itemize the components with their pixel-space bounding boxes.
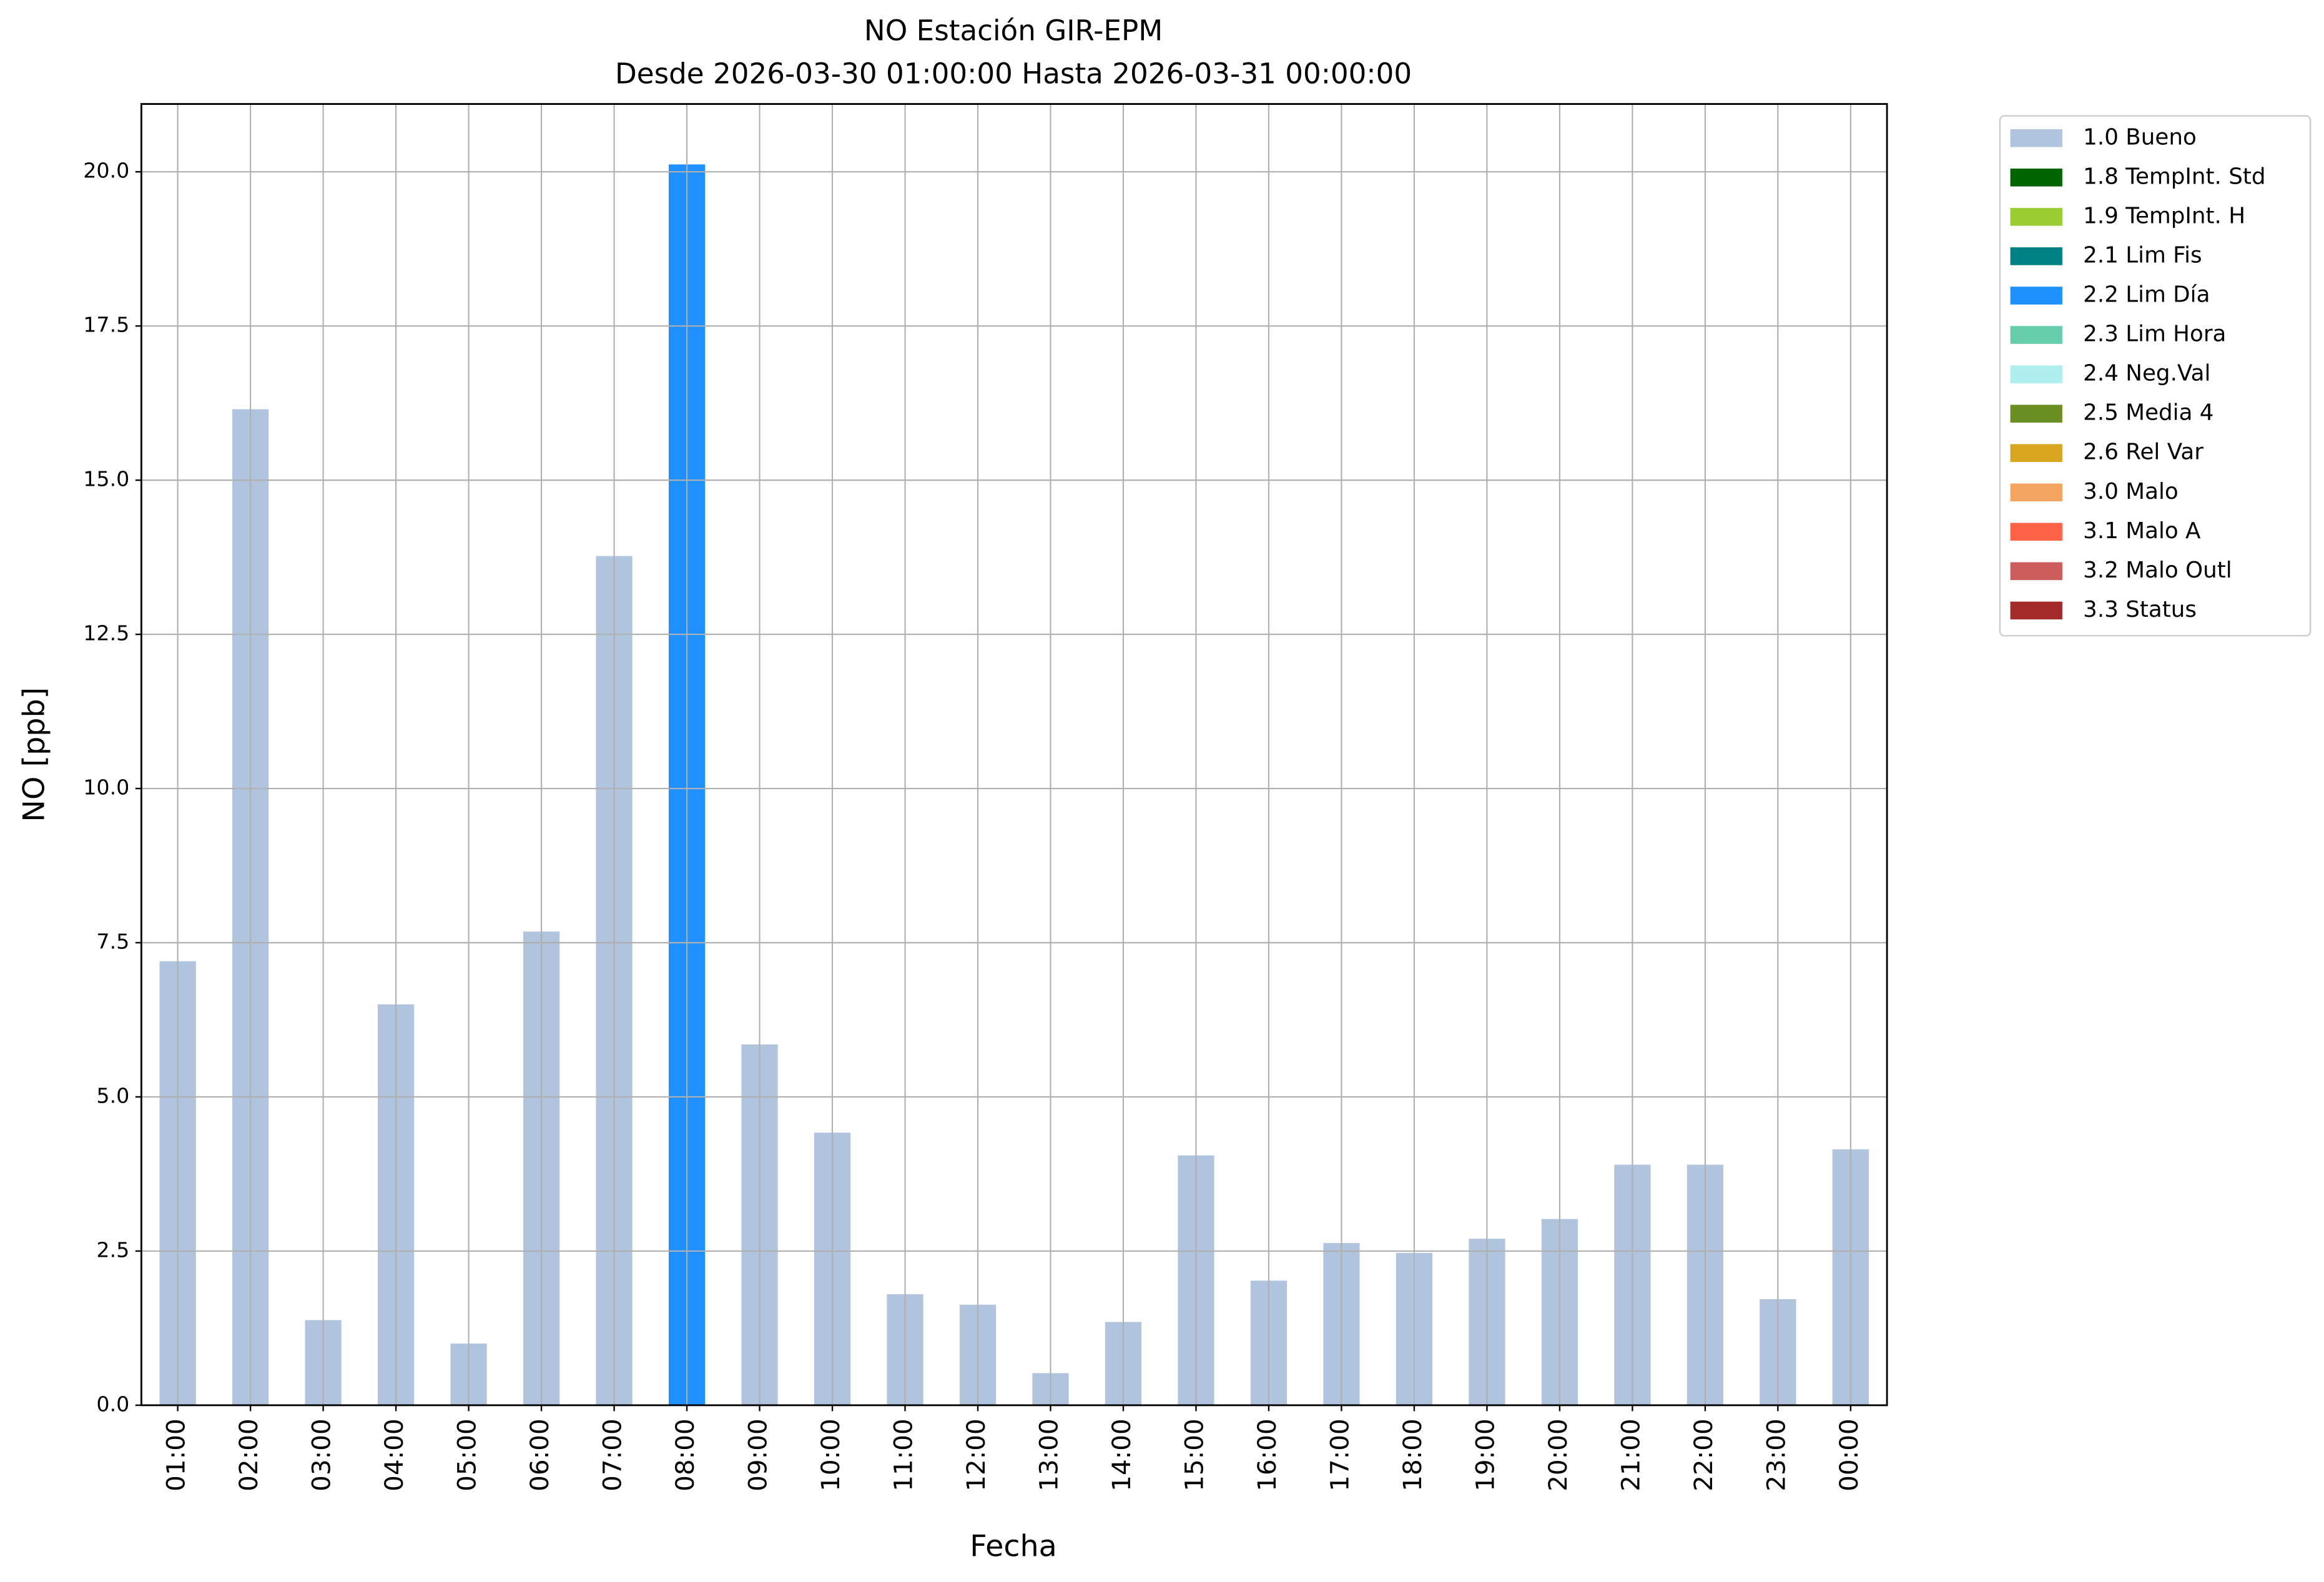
x-tick-label: 21:00 <box>1615 1418 1645 1491</box>
chart-subtitle: Desde 2026-03-30 01:00:00 Hasta 2026-03-… <box>615 57 1412 90</box>
x-tick-label: 06:00 <box>524 1418 554 1491</box>
x-tick-label: 03:00 <box>307 1418 337 1491</box>
legend-label: 2.3 Lim Hora <box>2083 322 2226 347</box>
y-tick-label: 2.5 <box>96 1237 129 1262</box>
legend-swatch <box>2010 405 2062 423</box>
x-tick-label: 01:00 <box>161 1418 191 1491</box>
x-tick-label: 07:00 <box>598 1418 628 1491</box>
legend-swatch <box>2010 326 2062 344</box>
legend-box <box>1999 115 2312 637</box>
legend-label: 1.8 TempInt. Std <box>2083 164 2265 189</box>
x-tick-label: 00:00 <box>1834 1418 1864 1491</box>
x-tick-label: 19:00 <box>1470 1418 1500 1491</box>
legend-swatch <box>2010 287 2062 305</box>
axes: 01:00 02:00 03:00 04:00 05:00 06:00 07:00 08:00… <box>83 159 1864 1491</box>
x-tick-label: 17:00 <box>1324 1418 1354 1491</box>
grid <box>141 104 1888 1406</box>
y-tick-label: 20.0 <box>83 159 129 183</box>
legend-label: 3.3 Status <box>2083 597 2197 622</box>
legend-label: 2.1 Lim Fis <box>2083 242 2202 268</box>
legend-swatch <box>2010 483 2062 502</box>
legend-swatch <box>2010 129 2062 147</box>
x-tick-label: 11:00 <box>889 1418 918 1491</box>
x-tick-label: 12:00 <box>961 1418 991 1491</box>
x-tick-label: 04:00 <box>379 1418 409 1491</box>
legend-label: 2.5 Media 4 <box>2083 400 2213 426</box>
y-tick-label: 15.0 <box>83 467 129 491</box>
legend-label: 3.0 Malo <box>2083 479 2179 504</box>
x-tick-label: 10:00 <box>815 1418 845 1491</box>
x-axis-label: Fecha <box>970 1529 1057 1563</box>
x-tick-label: 13:00 <box>1033 1418 1063 1491</box>
legend-swatch <box>2010 562 2062 581</box>
legend: 1.0 Bueno 1.8 TempInt. Std 1.9 TempInt. H 2… <box>2010 124 2266 622</box>
x-tick-label: 23:00 <box>1761 1418 1791 1491</box>
x-tick-label: 14:00 <box>1106 1418 1136 1491</box>
x-tick-label: 22:00 <box>1688 1418 1718 1491</box>
y-tick-label: 10.0 <box>83 775 129 800</box>
plot-frame <box>140 103 1888 1407</box>
x-tick-label: 02:00 <box>234 1418 263 1491</box>
legend-label: 2.4 Neg.Val <box>2083 361 2210 386</box>
legend-swatch <box>2010 444 2062 462</box>
legend-label: 3.1 Malo A <box>2083 518 2201 544</box>
legend-swatch <box>2010 169 2062 187</box>
chart-title: NO Estación GIR-EPM <box>864 14 1163 47</box>
legend-swatch <box>2010 365 2062 383</box>
x-tick-label: 05:00 <box>452 1418 482 1491</box>
legend-label: 3.2 Malo Outl <box>2083 558 2232 583</box>
legend-label: 2.2 Lim Día <box>2083 282 2210 307</box>
y-axis-label: NO [ppb] <box>17 687 51 822</box>
x-tick-label: 09:00 <box>743 1418 773 1491</box>
legend-label: 1.9 TempInt. H <box>2083 203 2245 228</box>
legend-swatch <box>2010 247 2062 265</box>
x-tick-label: 08:00 <box>670 1418 700 1491</box>
x-tick-label: 18:00 <box>1397 1418 1427 1491</box>
y-tick-label: 7.5 <box>96 929 129 953</box>
x-tick-label: 15:00 <box>1179 1418 1209 1491</box>
x-tick-label: 20:00 <box>1543 1418 1573 1491</box>
legend-swatch <box>2010 601 2062 620</box>
legend-label: 1.0 Bueno <box>2083 124 2197 150</box>
y-tick-label: 12.5 <box>83 621 129 646</box>
legend-swatch <box>2010 208 2062 226</box>
legend-label: 2.6 Rel Var <box>2083 440 2203 465</box>
y-tick-label: 5.0 <box>96 1083 129 1108</box>
x-tick-label: 16:00 <box>1252 1418 1282 1491</box>
legend-swatch <box>2010 523 2062 541</box>
y-tick-label: 0.0 <box>96 1392 129 1416</box>
y-tick-label: 17.5 <box>83 313 129 337</box>
